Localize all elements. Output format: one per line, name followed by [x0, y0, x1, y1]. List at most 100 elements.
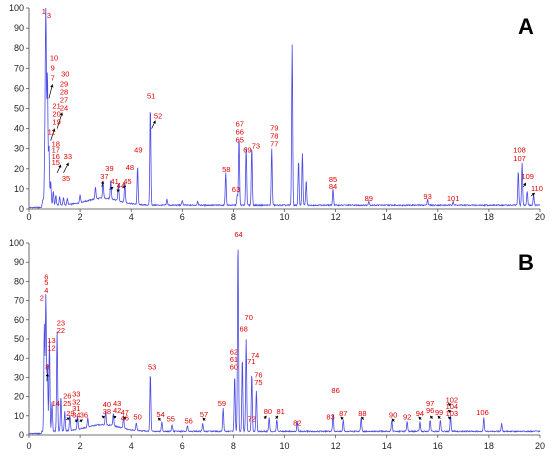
- peak-label: 13: [47, 336, 55, 345]
- y-tick-label: 70: [14, 63, 24, 73]
- peak-label: 72: [248, 415, 256, 424]
- peak-label: 22: [57, 326, 65, 335]
- peak-label: 85: [329, 175, 337, 184]
- peak-label: 32: [72, 397, 80, 406]
- peak-label: 31: [72, 404, 80, 413]
- peak-label: 61: [230, 355, 238, 364]
- x-tick-label: 14: [382, 212, 392, 222]
- y-tick-label: 60: [14, 83, 24, 93]
- x-tick-label: 18: [484, 212, 494, 222]
- y-tick-label: 70: [14, 296, 24, 306]
- peak-arrow: [74, 419, 79, 423]
- peak-label: 30: [61, 69, 69, 78]
- x-tick-label: 20: [535, 212, 545, 222]
- peak-label: 107: [513, 154, 526, 163]
- peak-label: 66: [236, 128, 244, 137]
- peak-label: 110: [531, 184, 543, 193]
- peak-arrow: [123, 416, 127, 420]
- peak-label: 101: [447, 194, 460, 203]
- peak-label: 73: [252, 142, 260, 151]
- peak-label: 87: [339, 409, 347, 418]
- peak-label: 20: [52, 110, 60, 119]
- peak-label: 80: [264, 407, 272, 416]
- peak-label: 29: [60, 79, 68, 88]
- peak-label: 78: [270, 132, 278, 141]
- panel-a-letter: A: [518, 14, 534, 39]
- peak-label: 10: [50, 53, 58, 62]
- peak-arrow: [263, 415, 267, 419]
- peak-label: 46: [121, 414, 129, 423]
- peak-label: 29: [66, 409, 74, 418]
- peak-label: 43: [113, 399, 121, 408]
- x-tick-label: 12: [331, 441, 341, 451]
- y-tick-label: 0: [19, 430, 24, 440]
- peak-label: 25: [63, 399, 71, 408]
- peak-label: 16: [52, 152, 60, 161]
- peak-label: 83: [326, 413, 334, 422]
- peak-label: 86: [331, 386, 339, 395]
- peak-label: 104: [446, 402, 459, 411]
- chromatogram-trace: [28, 7, 541, 209]
- peak-label: 79: [270, 124, 278, 133]
- peak-label: 12: [47, 344, 55, 353]
- peak-label: 67: [236, 120, 244, 129]
- peak-arrow: [101, 415, 106, 419]
- peak-arrow: [447, 409, 452, 414]
- peak-label: 42: [113, 406, 121, 415]
- peak-arrow: [447, 403, 452, 407]
- peak-label: 99: [435, 408, 443, 417]
- peak-label: 103: [446, 409, 459, 418]
- peak-label: 58: [222, 165, 230, 174]
- peak-label: 11: [48, 128, 56, 137]
- peak-arrow: [447, 416, 452, 420]
- peak-label: 1: [42, 7, 46, 16]
- panel-b-letter: B: [518, 250, 534, 275]
- x-tick-label: 10: [279, 212, 289, 222]
- y-tick-label: 0: [19, 204, 24, 214]
- x-tick-label: 18: [484, 441, 494, 451]
- peak-label: 50: [133, 413, 141, 422]
- y-tick-label: 20: [14, 392, 24, 402]
- peak-label: 69: [243, 146, 251, 155]
- peak-label: 3: [47, 11, 51, 20]
- peak-arrow: [50, 128, 56, 141]
- y-tick-label: 40: [14, 124, 24, 134]
- x-tick-label: 4: [129, 212, 134, 222]
- peak-label: 6: [44, 272, 48, 281]
- peak-arrow: [523, 182, 527, 188]
- y-tick-label: 10: [14, 411, 24, 421]
- peak-arrow: [157, 417, 162, 421]
- peak-arrow: [79, 419, 83, 423]
- peak-arrow: [340, 416, 344, 420]
- y-tick-label: 90: [14, 23, 24, 33]
- peak-label: 36: [80, 411, 88, 420]
- x-tick-label: 12: [331, 212, 341, 222]
- y-tick-label: 50: [14, 334, 24, 344]
- peak-arrow: [100, 180, 105, 187]
- peak-label: 7: [51, 73, 55, 82]
- peak-label: 75: [254, 378, 262, 387]
- x-tick-label: 16: [433, 441, 443, 451]
- peak-label: 74: [251, 351, 259, 360]
- peak-label: 106: [476, 408, 489, 417]
- y-tick-label: 100: [9, 238, 24, 248]
- peak-label: 62: [230, 347, 238, 356]
- peak-label: 2: [40, 294, 44, 303]
- peak-label: 26: [63, 392, 71, 401]
- peak-label: 89: [365, 194, 373, 203]
- peak-label: 38: [103, 407, 111, 416]
- peak-arrow: [391, 418, 395, 422]
- y-tick-label: 20: [14, 164, 24, 174]
- x-tick-label: 8: [231, 441, 236, 451]
- peak-arrow: [275, 415, 279, 419]
- peak-label: 64: [234, 230, 242, 239]
- peak-label: 90: [389, 411, 397, 420]
- peak-label: 52: [154, 112, 162, 121]
- x-tick-label: 10: [279, 441, 289, 451]
- peak-arrow: [48, 84, 54, 99]
- peak-label: 15: [52, 158, 60, 167]
- x-tick-label: 2: [78, 212, 83, 222]
- x-tick-label: 0: [26, 212, 31, 222]
- peak-arrow: [109, 186, 114, 191]
